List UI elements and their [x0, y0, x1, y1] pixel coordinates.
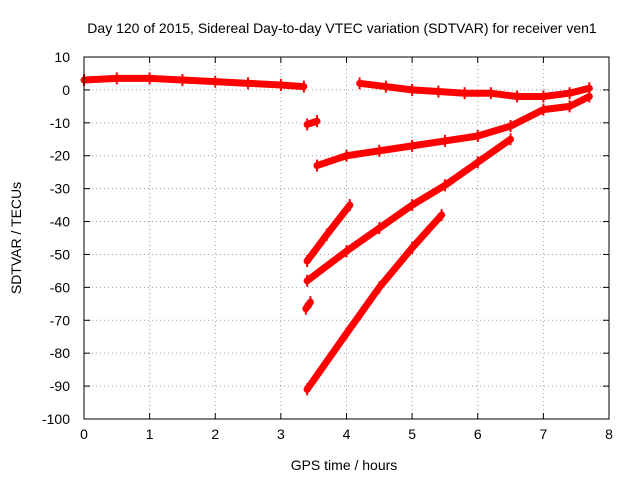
x-tick-label: 8 — [605, 426, 613, 442]
y-tick-label: -60 — [50, 279, 70, 295]
series-track — [303, 208, 446, 396]
x-tick-label: 3 — [277, 426, 285, 442]
y-tick-label: -10 — [50, 115, 70, 131]
x-tick-label: 4 — [343, 426, 351, 442]
y-tick-label: -20 — [50, 148, 70, 164]
series-track — [303, 199, 354, 268]
grid-lines — [84, 57, 609, 419]
axis-ticks: 0 1 2 3 4 5 6 7 8-100-90-80-70-60-50-40-30-20-10… — [42, 49, 613, 442]
y-tick-label: -40 — [50, 214, 70, 230]
series-track — [80, 72, 308, 93]
y-tick-label: -80 — [50, 345, 70, 361]
plot-frame — [83, 56, 610, 420]
y-tick-label: 10 — [54, 49, 70, 65]
y-axis-label: SDTVAR / TECUs — [8, 182, 24, 294]
y-tick-label: -30 — [50, 181, 70, 197]
x-tick-label: 6 — [474, 426, 482, 442]
x-tick-label: 5 — [408, 426, 416, 442]
series-track — [303, 115, 321, 131]
x-tick-label: 2 — [211, 426, 219, 442]
series-line — [303, 117, 321, 128]
x-tick-label: 7 — [539, 426, 547, 442]
series-track — [356, 77, 593, 103]
y-tick-label: 0 — [62, 82, 70, 98]
series-line — [313, 92, 593, 170]
x-axis-label: GPS time / hours — [291, 457, 398, 473]
series-line — [80, 74, 308, 91]
series-line — [356, 79, 593, 100]
series-line — [303, 211, 446, 393]
data-series — [80, 72, 593, 396]
y-tick-label: -50 — [50, 246, 70, 262]
chart-title: Day 120 of 2015, Sidereal Day-to-day VTE… — [87, 20, 597, 36]
series-track — [303, 133, 515, 287]
series-track — [302, 296, 314, 315]
y-tick-label: -90 — [50, 378, 70, 394]
y-tick-label: -70 — [50, 312, 70, 328]
y-tick-label: -100 — [42, 411, 70, 427]
series-track — [313, 90, 593, 172]
x-tick-label: 1 — [146, 426, 154, 442]
x-tick-label: 0 — [80, 426, 88, 442]
